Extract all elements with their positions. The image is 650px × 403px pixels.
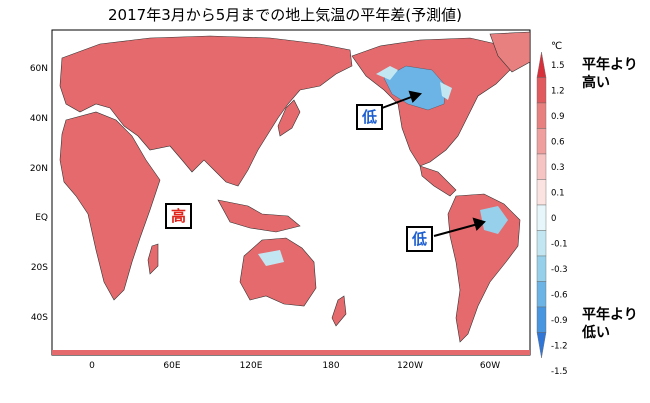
colorbar-tick-label: -0.6 [551, 290, 568, 300]
lat-tick-eq: EQ [35, 213, 48, 223]
lon-tick-120w: 120W [397, 361, 423, 371]
colorbar-tick-label: 0.1 [551, 188, 565, 198]
land-areas [52, 31, 530, 355]
colorbar-cell [536, 51, 547, 78]
colorbar-tick-label: -1.2 [551, 341, 568, 351]
colorbar-cell [536, 77, 547, 104]
africa-land [59, 111, 161, 301]
north-america-cool-edge [376, 66, 452, 100]
lon-tick-0: 0 [89, 361, 95, 371]
colorbar-bottom-label: 平年より 低い [582, 307, 638, 341]
colorbar-top-label: 平年より 高い [582, 57, 638, 91]
eurasia-land [59, 35, 353, 187]
colorbar-cell [536, 255, 547, 282]
colorbar-tick-label: 1.2 [551, 86, 565, 96]
colorbar-cell [536, 128, 547, 155]
japan-land [277, 99, 301, 137]
colorbar-ticks: 1.5 1.2 0.9 0.6 0.3 0.1 0 -0.1 -0.3 -0.6 -0.9 -1.2 -… [551, 61, 568, 377]
colorbar-tick-label: 0 [551, 214, 556, 224]
lat-tick-20s: 20S [31, 263, 48, 273]
latitude-ticks: 60N 40N 20N EQ 20S 40S [30, 64, 48, 323]
colorbar-tick-label: -0.3 [551, 265, 568, 275]
south-america-cold-region [480, 206, 508, 234]
north-america-cold-region [383, 65, 447, 111]
colorbar-cell [536, 179, 547, 206]
central-america-land [419, 165, 457, 197]
arrow-low-sa-head [472, 217, 486, 231]
colorbar-unit: ℃ [551, 41, 562, 52]
se-asia-islands [217, 199, 301, 233]
callout-low-south-america: 低 [406, 226, 434, 252]
callout-low-sa-text: 低 [412, 230, 428, 248]
colorbar-cell [536, 204, 547, 231]
lat-tick-40s: 40S [31, 313, 48, 323]
map-title: 2017年3月から5月までの地上気温の平年差(予測値) [108, 6, 462, 24]
madagascar-land [147, 243, 159, 275]
colorbar-cell [536, 281, 547, 308]
colorbar-tick-label: 1.5 [551, 61, 565, 71]
lat-tick-60n: 60N [30, 64, 48, 74]
callout-low-na-text: 低 [362, 108, 378, 126]
lon-tick-60e: 60E [163, 361, 180, 371]
arrow-low-na-head [408, 90, 423, 103]
new-zealand-land [331, 295, 347, 327]
colorbar-cells [536, 51, 547, 359]
colorbar-cell [536, 153, 547, 180]
longitude-ticks: 0 60E 120E 180 120W 60W [89, 361, 500, 371]
callout-low-north-america: 低 [356, 104, 384, 130]
antarctica-edge [52, 350, 530, 355]
callout-high-text: 高 [171, 207, 187, 225]
arrow-low-sa [433, 223, 479, 237]
colorbar-cell [536, 102, 547, 129]
colorbar-tick-label: -0.1 [551, 239, 568, 249]
colorbar-cell [536, 230, 547, 257]
arrow-low-na [381, 95, 415, 109]
colorbar-tick-label: 0.3 [551, 163, 565, 173]
south-america-land [447, 193, 521, 343]
lon-tick-180: 180 [322, 361, 339, 371]
colorbar: ℃ 1.5 1.2 0.9 0.6 0.3 0.1 0 -0.1 -0.3 -0.6 -0.9 -1.… [536, 41, 568, 377]
colorbar-tick-label: -0.9 [551, 316, 568, 326]
lat-tick-40n: 40N [30, 114, 48, 124]
callout-arrows [381, 90, 486, 237]
lon-tick-60w: 60W [480, 361, 500, 371]
greenland-land [489, 31, 530, 73]
lon-tick-120e: 120E [240, 361, 263, 371]
colorbar-cell [536, 306, 547, 333]
colorbar-cell [536, 332, 547, 359]
callout-high: 高 [165, 203, 193, 229]
colorbar-tick-label: -1.5 [551, 367, 568, 377]
colorbar-tick-label: 0.6 [551, 137, 565, 147]
australia-cold-patch [258, 250, 284, 266]
colorbar-tick-label: 0.9 [551, 112, 565, 122]
lat-tick-20n: 20N [30, 164, 48, 174]
